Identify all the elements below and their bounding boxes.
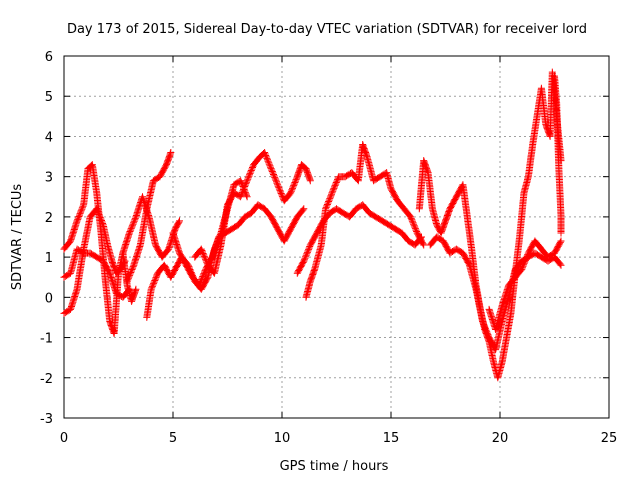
x-tick-label: 5	[169, 431, 177, 446]
series-track-g	[169, 201, 308, 289]
data-point-marks	[60, 161, 140, 337]
x-tick-label: 0	[60, 431, 68, 446]
y-tick-label: 3	[45, 171, 53, 186]
y-tick-label: 6	[45, 50, 53, 65]
data-point-marks	[485, 237, 565, 333]
y-tick-label: 2	[45, 211, 53, 226]
y-axis-label: SDTVAR / TECUs	[10, 184, 25, 291]
chart-title: Day 173 of 2015, Sidereal Day-to-day VTE…	[67, 22, 587, 37]
series-track-l	[426, 233, 565, 354]
x-tick-label: 20	[492, 431, 509, 446]
series-track-a	[60, 161, 140, 337]
y-tick-label: -3	[40, 412, 53, 427]
data-marks	[60, 68, 565, 382]
y-tick-label: -1	[40, 332, 53, 347]
series-track-m	[485, 237, 565, 333]
grid	[64, 56, 609, 418]
x-axis-label: GPS time / hours	[280, 459, 389, 474]
series-track-b	[60, 205, 129, 317]
series-track-i	[293, 201, 425, 277]
data-point-marks	[302, 141, 428, 301]
data-point-marks	[60, 205, 129, 317]
y-tick-label: 1	[45, 251, 53, 266]
series-track-c	[60, 245, 133, 301]
x-tick-label: 15	[383, 431, 400, 446]
x-tick-label: 10	[274, 431, 291, 446]
data-point-marks	[191, 149, 314, 277]
y-tick-label: -2	[40, 372, 53, 387]
data-point-marks	[551, 72, 565, 237]
series-track-h	[191, 149, 314, 277]
data-point-marks	[60, 245, 133, 301]
y-tick-label: 4	[45, 130, 53, 145]
series-track-n	[551, 72, 565, 237]
data-point-marks	[426, 233, 565, 354]
y-tick-label: 0	[45, 291, 53, 306]
axis-ticks: 0 5 10 15 20 25 -3 -2 -1 0 1 2 3 4 5 6	[40, 50, 617, 446]
series-track-j	[302, 141, 428, 301]
data-point-marks	[293, 201, 425, 277]
plot-frame	[63, 55, 610, 419]
data-point-marks	[169, 201, 308, 289]
x-tick-label: 25	[601, 431, 618, 446]
y-tick-label: 5	[45, 90, 53, 105]
